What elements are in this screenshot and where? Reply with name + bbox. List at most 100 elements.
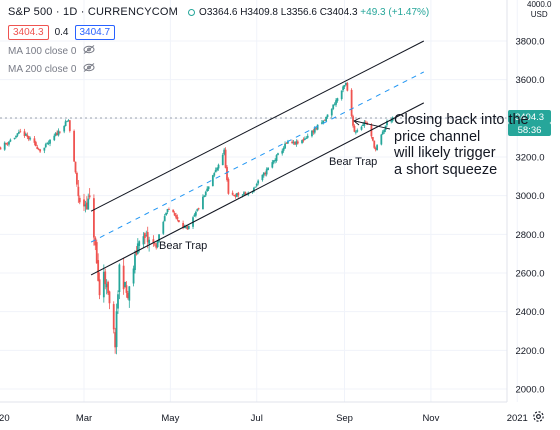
candle-body xyxy=(221,154,224,166)
y-tick-label: 3800.0 xyxy=(515,37,544,48)
candle-body xyxy=(104,271,107,285)
symbol-title[interactable]: S&P 500 · 1D · CURRENCYCOM xyxy=(8,6,179,18)
annotation-line-3: will likely trigger xyxy=(394,145,496,161)
x-tick-label: Mar xyxy=(76,413,92,424)
candle-body xyxy=(8,141,10,145)
candle-body xyxy=(162,221,165,234)
buy-price-button[interactable]: 3404.7 xyxy=(74,25,116,40)
candle-body xyxy=(364,121,367,123)
price-axis[interactable]: 2000.0 2200.0 2400.0 2600.0 2800.0 3000.0 3200… xyxy=(506,0,545,402)
candle-body xyxy=(34,142,37,146)
candle-body xyxy=(196,209,199,211)
channel-lines xyxy=(90,40,425,276)
candle-body xyxy=(381,131,384,135)
currency-label[interactable]: 4000.0 USD xyxy=(527,0,551,20)
candles xyxy=(0,81,394,355)
candle-body xyxy=(261,174,264,181)
candle-body xyxy=(125,285,128,293)
ma100-indicator[interactable]: MA 100 close 0 xyxy=(8,45,95,57)
annotation-line-1: Closing back into the xyxy=(394,112,529,128)
candle-body xyxy=(143,233,146,238)
candle-body xyxy=(320,122,323,124)
channel-lower-line xyxy=(90,102,425,276)
ohlc-values: O3364.6 H3409.8 L3356.6 C3404.3 +49.3 (+… xyxy=(199,7,429,18)
candle-body xyxy=(94,237,97,246)
candle-body xyxy=(187,225,190,229)
candle-body xyxy=(262,172,265,176)
ma200-indicator[interactable]: MA 200 close 0 xyxy=(8,63,95,75)
candle-body xyxy=(67,120,70,122)
candle-body xyxy=(380,134,383,145)
eye-off-icon[interactable] xyxy=(83,45,95,57)
candle-body xyxy=(19,131,22,133)
candle-body xyxy=(136,243,139,254)
candle-body xyxy=(345,82,347,86)
candle-body xyxy=(333,104,336,106)
x-tick-label: Jul xyxy=(251,413,263,424)
candle-body xyxy=(153,243,156,245)
gear-icon[interactable] xyxy=(531,409,546,429)
candle-body xyxy=(244,192,247,195)
candle-body xyxy=(336,98,339,101)
candle-body xyxy=(163,216,166,222)
candle-body xyxy=(87,198,90,210)
candle-body xyxy=(156,240,159,248)
candle-body xyxy=(202,196,204,210)
candle-body xyxy=(354,131,357,133)
candle-body xyxy=(277,153,279,155)
candle-body xyxy=(255,183,258,186)
candle-body xyxy=(168,209,170,211)
candle-body xyxy=(39,149,42,152)
candle-body xyxy=(33,138,36,143)
candle-body xyxy=(93,198,95,238)
candle-body xyxy=(155,244,158,248)
candle-body xyxy=(373,140,376,148)
candle-body xyxy=(148,239,151,244)
candle-body xyxy=(165,212,168,216)
candle-body xyxy=(346,83,349,91)
y-tick-label: 2000.0 xyxy=(515,385,544,396)
candle-body xyxy=(194,211,197,216)
candle-body xyxy=(78,197,81,203)
sell-price-button[interactable]: 3404.3 xyxy=(8,25,49,40)
candle-body xyxy=(356,130,359,132)
candle-body xyxy=(56,132,58,135)
candle-body xyxy=(5,143,8,144)
candle-body xyxy=(303,138,306,140)
candle-body xyxy=(360,126,363,130)
candle-body xyxy=(138,241,141,246)
candle-body xyxy=(122,265,125,290)
candle-body xyxy=(264,173,267,175)
candle-body xyxy=(311,130,313,137)
candle-body xyxy=(185,226,187,228)
candle-body xyxy=(145,235,148,237)
eye-off-icon[interactable] xyxy=(83,63,95,75)
candle-body xyxy=(117,294,119,309)
candle-body xyxy=(371,137,374,141)
candle-body xyxy=(59,131,61,133)
candle-body xyxy=(207,186,210,190)
candle-body xyxy=(172,209,175,213)
candle-body xyxy=(115,311,118,348)
candle-body xyxy=(53,135,56,141)
candle-body xyxy=(271,162,274,168)
bear-trap-label-1: Bear Trap xyxy=(159,240,208,252)
candle-body xyxy=(231,192,234,195)
y-tick-label: 2800.0 xyxy=(515,230,544,241)
candle-body xyxy=(291,141,294,144)
candle-body xyxy=(68,120,71,131)
candle-body xyxy=(284,143,286,149)
time-axis[interactable]: 2020 Mar May Jul Sep Nov 2021 xyxy=(0,401,528,424)
candle-body xyxy=(211,175,214,187)
candle-body xyxy=(158,234,160,242)
candle-body xyxy=(374,148,377,150)
candle-body xyxy=(272,160,275,163)
candle-body xyxy=(114,332,117,348)
candle-body xyxy=(85,202,88,210)
candle-body xyxy=(44,144,47,148)
candle-body xyxy=(305,138,308,140)
channel-mid-line xyxy=(90,71,425,243)
candle-body xyxy=(292,141,295,143)
candle-body xyxy=(15,135,17,138)
